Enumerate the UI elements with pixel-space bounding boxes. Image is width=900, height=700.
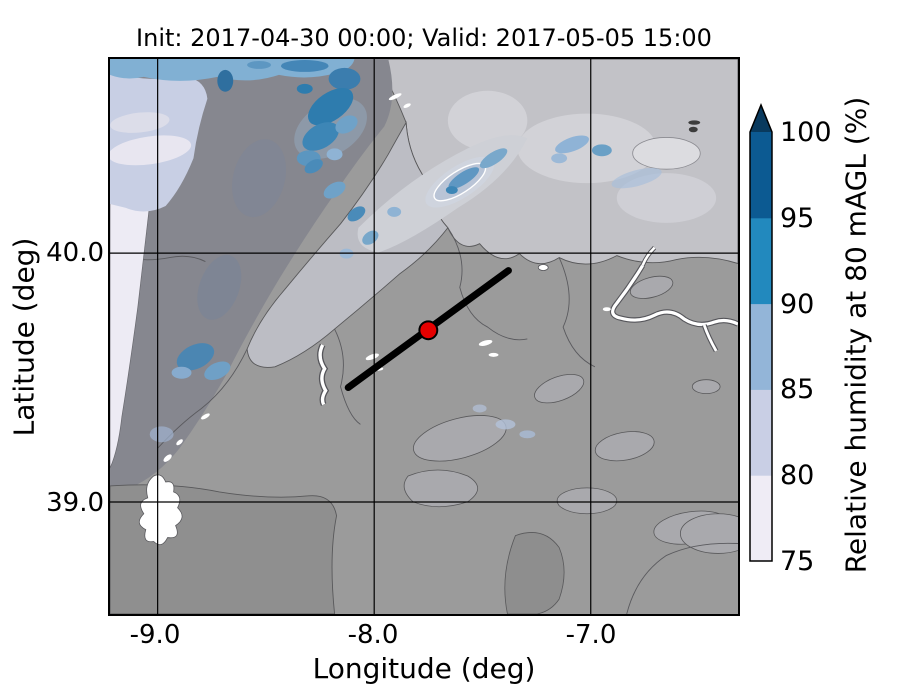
light-terrain-patches bbox=[403, 275, 738, 554]
colorbar-tick-label: 95 bbox=[780, 203, 815, 234]
humidity-map bbox=[110, 59, 738, 614]
colorbar-extend-arrow bbox=[750, 105, 772, 132]
colorbar-band-90-95 bbox=[750, 217, 772, 305]
colorbar-outline bbox=[749, 103, 773, 562]
colorbar-tick-label: 100 bbox=[780, 117, 832, 148]
ridge-region bbox=[246, 121, 449, 368]
x-tick-label: -8.0 bbox=[347, 620, 399, 650]
map-plot-area bbox=[108, 57, 740, 616]
humid-patches bbox=[149, 83, 662, 443]
colorbar-band-80-85 bbox=[750, 389, 772, 476]
y-tick-label: 40.0 bbox=[46, 238, 104, 268]
plot-title: Init: 2017-04-30 00:00; Valid: 2017-05-0… bbox=[136, 24, 712, 52]
colorbar-tick-label: 85 bbox=[780, 374, 815, 405]
colorbar-band-95-100 bbox=[750, 132, 772, 219]
x-tick-label: -9.0 bbox=[129, 620, 181, 650]
colorbar-bands bbox=[750, 132, 772, 562]
colorbar-tick-label: 90 bbox=[780, 289, 815, 320]
y-axis-label: Latitude (deg) bbox=[7, 237, 41, 437]
colorbar-band-85-90 bbox=[750, 303, 772, 390]
small-dark-symbol bbox=[688, 120, 701, 133]
graticule-grid bbox=[110, 59, 738, 614]
colorbar-band-75-80 bbox=[750, 475, 772, 562]
x-axis-label: Longitude (deg) bbox=[312, 652, 536, 685]
colorbar-label: Relative humidity at 80 mAGL (%) bbox=[839, 96, 873, 574]
colorbar bbox=[749, 103, 773, 562]
annotations bbox=[344, 267, 512, 391]
reservoir-lake bbox=[138, 474, 183, 546]
y-tick-label: 39.0 bbox=[46, 488, 104, 518]
water-bodies bbox=[138, 93, 738, 546]
colorbar-tick-label: 75 bbox=[780, 546, 815, 577]
site-marker bbox=[418, 320, 439, 341]
x-tick-label: -7.0 bbox=[565, 620, 617, 650]
colorbar-tick-label: 80 bbox=[780, 460, 815, 491]
